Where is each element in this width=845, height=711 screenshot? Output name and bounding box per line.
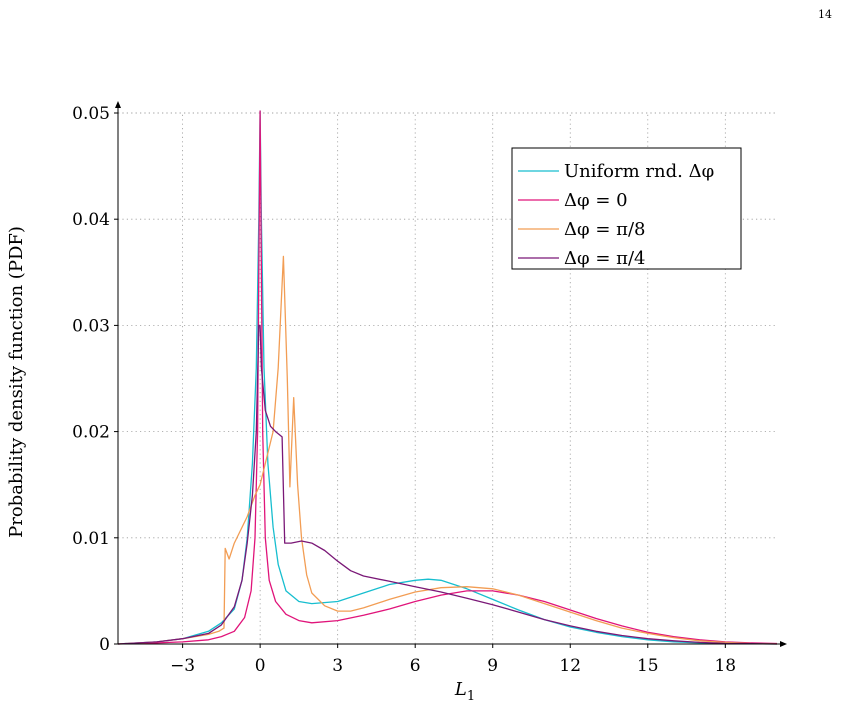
legend-label-uniform: Uniform rnd. Δφ — [564, 161, 714, 182]
x-tick-label: 0 — [255, 656, 266, 676]
y-axis-arrow — [115, 101, 121, 108]
x-axis-title: L1 — [454, 679, 475, 704]
x-tick-label: 6 — [410, 656, 421, 676]
x-tick-label: 18 — [714, 656, 736, 676]
series-line-dphi_pi4 — [117, 324, 778, 645]
series-line-dphi0 — [117, 110, 778, 645]
page-number: 14 — [818, 8, 832, 21]
y-tick-label: 0.03 — [72, 316, 110, 336]
y-tick-label: 0.02 — [72, 423, 110, 443]
x-tick-label: 15 — [637, 656, 659, 676]
y-tick-label: 0 — [99, 635, 110, 655]
x-tick-label: −3 — [170, 656, 195, 676]
ticks-layer: −3 0 3 6 9 12 15 18 0 0.01 0.02 0.03 0.04 0.05 — [72, 104, 736, 676]
grid-layer — [118, 112, 777, 644]
legend-label-dphi0: Δφ = 0 — [564, 190, 628, 211]
y-tick-label: 0.04 — [72, 210, 110, 230]
y-tick-label: 0.01 — [72, 529, 110, 549]
legend: Uniform rnd. Δφ Δφ = 0 Δφ = π/8 Δφ = π/4 — [511, 147, 742, 270]
series-line-dphi_pi8 — [117, 255, 778, 645]
y-axis-title: Probability density function (PDF) — [6, 226, 27, 538]
x-tick-label: 9 — [487, 656, 498, 676]
axes-layer — [115, 101, 787, 647]
series-layer — [117, 110, 778, 645]
x-tick-label: 12 — [559, 656, 581, 676]
legend-label-dphi-pi8: Δφ = π/8 — [564, 219, 645, 240]
legend-box — [511, 147, 742, 270]
y-tick-label: 0.05 — [72, 104, 110, 124]
x-tick-label: 3 — [332, 656, 343, 676]
legend-label-dphi-pi4: Δφ = π/4 — [564, 248, 645, 269]
x-axis-arrow — [780, 641, 787, 647]
